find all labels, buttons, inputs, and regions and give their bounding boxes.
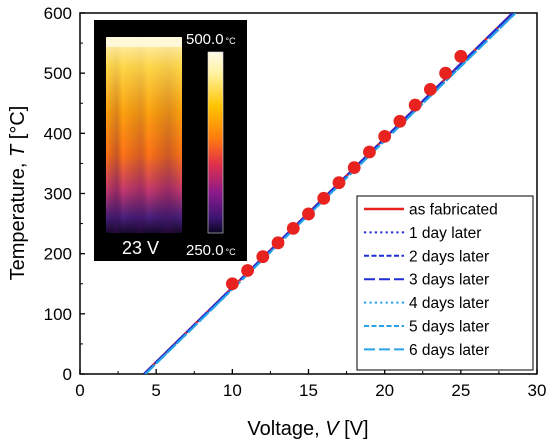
legend-label-7: 6 days later (409, 342, 489, 359)
data-point (439, 66, 452, 80)
thermal-image-inset: 500.0 °C 250.0 °C 23 V (94, 20, 247, 261)
y-tick-label: 0 (63, 365, 72, 384)
y-tick-label: 600 (44, 4, 72, 23)
data-point (393, 114, 407, 128)
scale-max-label: 500.0 °C (186, 31, 236, 48)
data-point (378, 129, 392, 143)
film-stripe-shading (106, 37, 182, 233)
data-point (363, 145, 376, 159)
color-scale-bar (207, 51, 224, 234)
data-point (423, 83, 437, 96)
series-line-7 (144, 13, 517, 374)
data-point (302, 207, 315, 221)
data-point (286, 221, 300, 235)
legend-label-3: 2 days later (409, 248, 489, 265)
legend-label-1: as fabricated (409, 202, 498, 219)
data-point (347, 161, 361, 175)
x-tick-label: 20 (375, 381, 394, 400)
marker-layer (225, 49, 468, 291)
data-point (225, 277, 239, 291)
legend-label-4: 3 days later (409, 272, 489, 289)
x-tick-label: 10 (223, 381, 242, 400)
y-tick-label: 400 (44, 124, 72, 143)
x-axis-title: Voltage, V [V] (247, 418, 368, 440)
x-tick-label: 30 (528, 381, 547, 400)
y-tick-label: 300 (44, 185, 72, 204)
legend-label-6: 5 days later (409, 319, 489, 336)
data-point (271, 236, 285, 250)
legend-box (356, 195, 534, 371)
legend-label-5: 4 days later (409, 295, 489, 312)
scale-min-label: 250.0 °C (186, 242, 236, 259)
film-hot-top-edge (106, 37, 182, 47)
x-tick-label: 15 (299, 381, 318, 400)
x-tick-label: 0 (75, 381, 84, 400)
data-point (241, 264, 254, 277)
x-tick-label: 5 (151, 381, 160, 400)
y-axis-title: Temperature, T [°C] (7, 106, 29, 281)
data-point (256, 250, 270, 264)
x-tick-label: 25 (451, 381, 470, 400)
legend-label-2: 1 day later (409, 225, 481, 242)
y-tick-label: 500 (44, 64, 72, 83)
inset-voltage-label: 23 V (122, 238, 159, 258)
y-tick-label: 100 (44, 305, 72, 324)
data-point (408, 98, 422, 112)
data-point (317, 191, 331, 205)
y-tick-label: 200 (44, 245, 72, 264)
legend: as fabricated 1 day later 2 days later 3 da… (356, 195, 534, 371)
data-point (332, 176, 346, 190)
data-point (454, 49, 468, 63)
